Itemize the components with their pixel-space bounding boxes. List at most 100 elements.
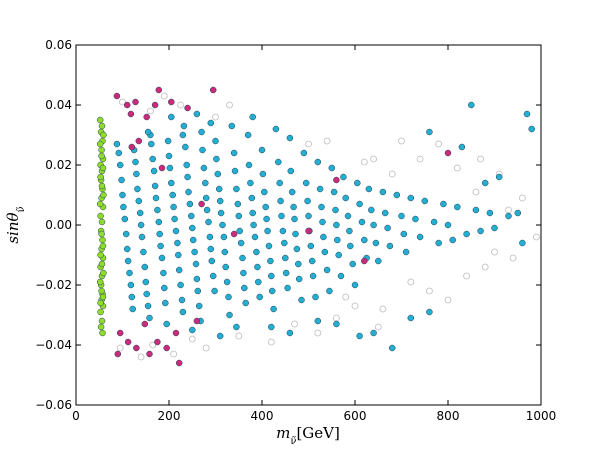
cyan-point: [116, 161, 124, 169]
open-point: [160, 92, 168, 100]
cyan-point: [144, 302, 152, 310]
cyan-point: [194, 287, 202, 295]
cyan-point: [268, 287, 276, 295]
cyan-point: [284, 284, 291, 292]
cyan-point: [208, 257, 216, 265]
cyan-point: [275, 158, 282, 166]
cyan-point: [192, 260, 200, 268]
magenta-point: [135, 137, 143, 145]
x-tick-label: 800: [437, 409, 460, 423]
cyan-point: [381, 209, 389, 217]
cyan-point: [316, 185, 324, 193]
magenta-point: [128, 143, 136, 151]
magenta-point: [154, 338, 161, 346]
cyan-point: [495, 173, 503, 181]
cyan-point: [344, 212, 352, 220]
open-point: [453, 164, 461, 172]
cyan-point: [268, 272, 275, 280]
cyan-point: [249, 209, 256, 217]
cyan-point: [314, 317, 322, 325]
cyan-point: [333, 320, 340, 328]
cyan-point: [330, 188, 338, 196]
cyan-point: [278, 212, 285, 220]
cyan-point: [255, 278, 262, 286]
cyan-point: [183, 161, 190, 169]
magenta-point: [133, 344, 140, 352]
cyan-point: [318, 203, 325, 211]
cyan-point: [217, 209, 225, 217]
cyan-point: [163, 320, 170, 328]
open-point: [212, 113, 219, 121]
cyan-point: [384, 224, 391, 232]
cyan-point: [295, 260, 302, 268]
cyan-point: [264, 227, 271, 235]
y-tick-label: −0.06: [35, 398, 72, 412]
cyan-point: [302, 179, 310, 187]
cyan-point: [144, 128, 152, 136]
open-point: [407, 278, 415, 286]
cyan-point: [168, 113, 175, 121]
cyan-point: [400, 230, 408, 238]
cyan-point: [244, 131, 252, 139]
cyan-point: [146, 314, 153, 322]
open-point: [379, 305, 387, 313]
cyan-point: [486, 209, 494, 217]
data-points: [96, 86, 540, 367]
magenta-point: [124, 338, 132, 346]
cyan-point: [319, 218, 326, 226]
cyan-point: [216, 197, 224, 205]
magenta-point: [198, 200, 205, 208]
cyan-point: [279, 227, 287, 235]
cyan-point: [198, 128, 205, 136]
open-point: [370, 155, 378, 163]
cyan-point: [388, 344, 396, 352]
green-point: [98, 260, 106, 268]
cyan-point: [126, 269, 133, 277]
cyan-point: [233, 323, 240, 331]
open-point: [235, 332, 243, 340]
cyan-point: [199, 146, 206, 154]
y-tick-label: 0.02: [45, 158, 72, 172]
green-point: [100, 269, 107, 277]
open-point: [116, 344, 124, 352]
cyan-point: [372, 239, 380, 247]
cyan-point: [444, 221, 452, 229]
open-point: [481, 263, 489, 271]
open-point: [425, 287, 433, 295]
cyan-point: [282, 269, 290, 277]
cyan-point: [463, 230, 470, 238]
cyan-point: [481, 179, 489, 187]
magenta-point: [127, 110, 135, 118]
open-point: [477, 155, 485, 163]
x-tick-label: 1000: [526, 409, 557, 423]
cyan-point: [254, 263, 261, 271]
magenta-point: [175, 359, 183, 367]
y-tick-label: 0.04: [45, 98, 72, 112]
open-point: [342, 293, 350, 301]
x-tick-label: 0: [72, 409, 80, 423]
cyan-point: [290, 203, 297, 211]
open-point: [170, 350, 178, 358]
cyan-point: [237, 239, 245, 247]
open-point: [360, 158, 368, 166]
cyan-point: [251, 233, 259, 241]
cyan-point: [205, 218, 212, 226]
green-point: [98, 122, 106, 130]
cyan-point: [191, 248, 198, 256]
cyan-point: [365, 185, 373, 193]
cyan-point: [165, 152, 173, 160]
magenta-point: [172, 329, 180, 337]
cyan-point: [249, 113, 256, 121]
cyan-point: [171, 215, 178, 223]
cyan-point: [340, 173, 347, 181]
cyan-point: [189, 236, 197, 244]
cyan-point: [454, 203, 461, 211]
magenta-point: [444, 149, 452, 157]
cyan-point: [356, 332, 363, 340]
cyan-point: [370, 329, 377, 337]
cyan-point: [142, 278, 150, 286]
cyan-point: [267, 257, 274, 265]
magenta-point: [141, 320, 149, 328]
x-tick-label: 400: [251, 409, 274, 423]
